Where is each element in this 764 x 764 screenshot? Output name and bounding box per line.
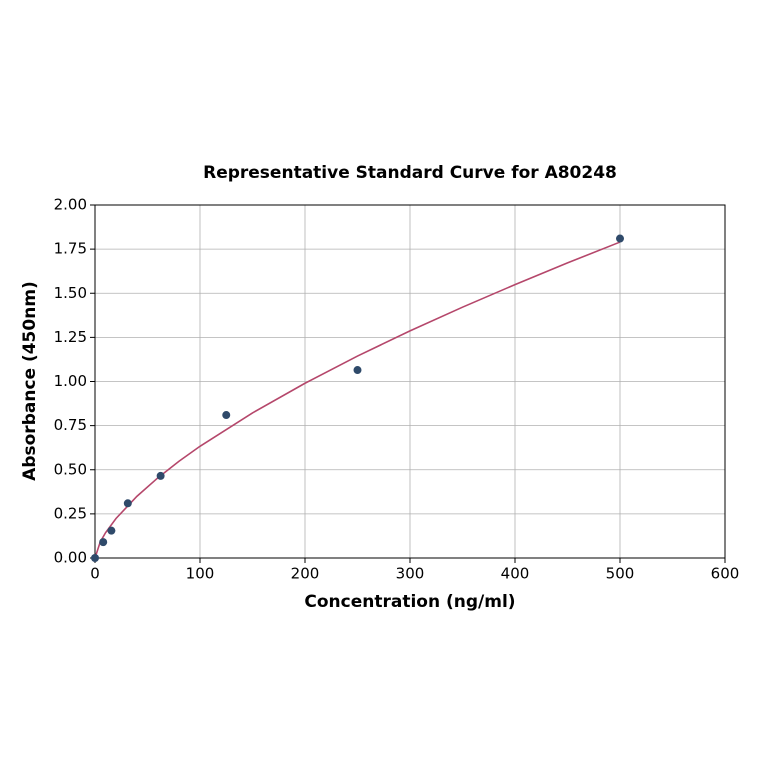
x-tick-label: 200	[291, 565, 320, 583]
chart-title: Representative Standard Curve for A80248	[203, 163, 617, 183]
x-tick-label: 600	[711, 565, 740, 583]
y-tick-label: 0.75	[54, 416, 87, 434]
x-tick-label: 100	[186, 565, 215, 583]
data-point	[222, 411, 231, 420]
fit-curve	[94, 241, 621, 559]
y-tick-label: 2.00	[54, 196, 87, 214]
y-tick-label: 0.50	[54, 460, 87, 478]
x-tick-label: 400	[501, 565, 530, 583]
data-point	[353, 366, 362, 375]
y-tick-label: 1.75	[54, 240, 87, 258]
data-point	[616, 234, 624, 243]
x-tick-label: 500	[606, 565, 635, 583]
y-tick-label: 1.25	[54, 328, 87, 346]
data-point	[91, 554, 99, 562]
y-tick-label: 0.25	[54, 504, 87, 522]
y-tick-label: 1.50	[54, 284, 87, 302]
x-tick-label: 0	[90, 565, 100, 583]
x-axis-label: Concentration (ng/ml)	[304, 592, 515, 612]
y-axis-label: Absorbance (450nm)	[20, 281, 40, 481]
data-point	[156, 471, 165, 480]
data-point	[99, 538, 108, 547]
data-point	[123, 499, 132, 508]
plot-frame	[94, 204, 726, 559]
y-tick-label: 1.00	[54, 372, 87, 390]
data-point	[107, 526, 116, 535]
x-tick-label: 300	[396, 565, 425, 583]
y-tick-label: 0.00	[54, 549, 87, 567]
